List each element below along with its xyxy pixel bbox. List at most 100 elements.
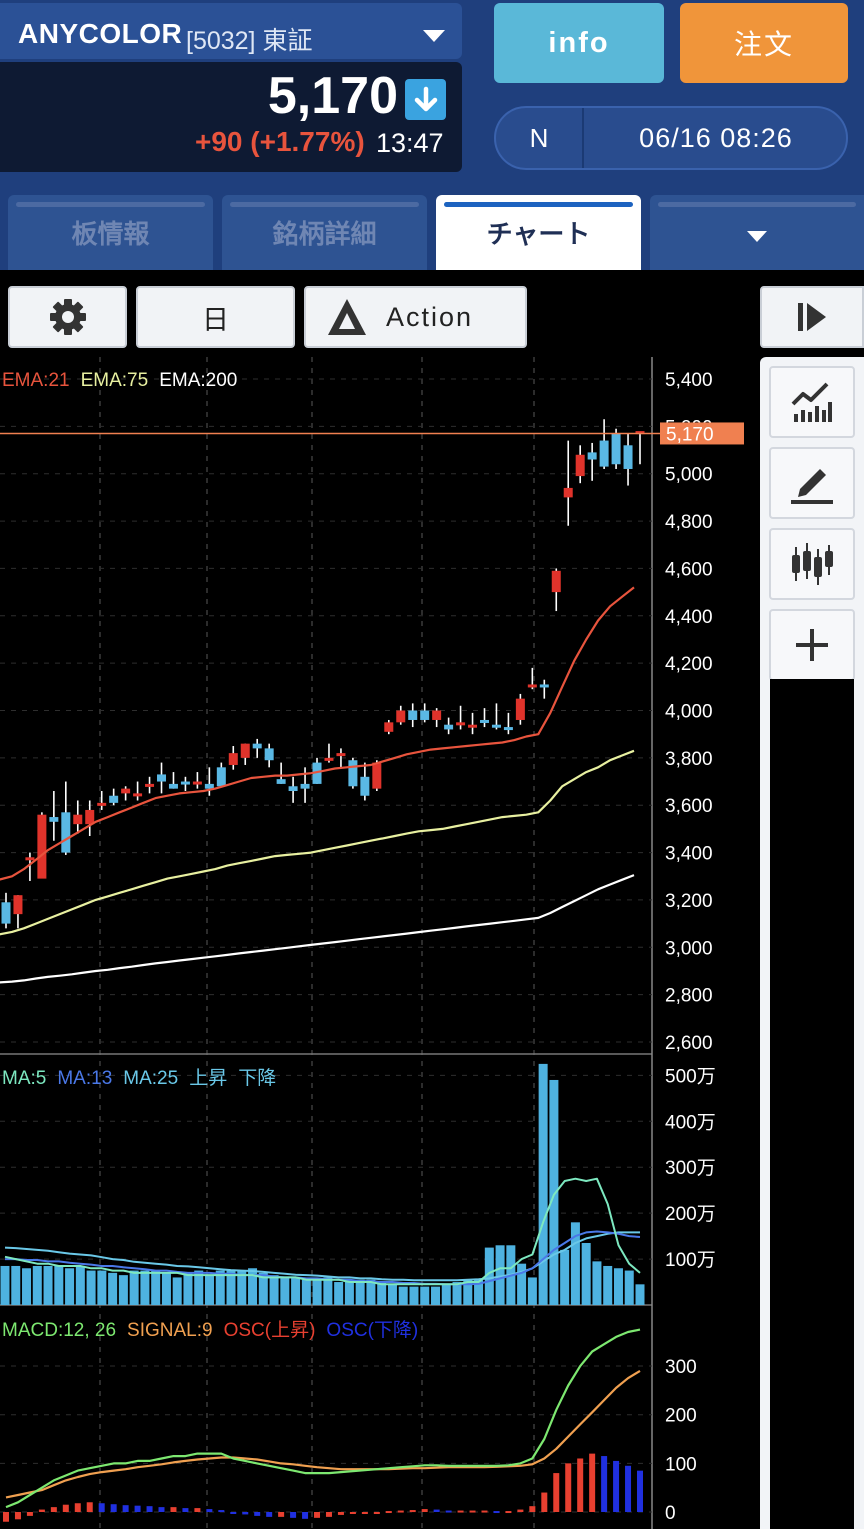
osc-bar	[325, 1512, 332, 1517]
osc-bar	[349, 1512, 356, 1514]
osc-bar	[266, 1512, 273, 1517]
osc-bar	[170, 1507, 177, 1512]
volume-bar	[452, 1282, 462, 1305]
volume-bar	[613, 1268, 623, 1305]
candle-body	[109, 795, 119, 803]
settings-button[interactable]	[8, 286, 127, 348]
price-panel: 5,170 +90 (+1.77%) 13:47	[0, 62, 462, 172]
volume-bar	[86, 1270, 96, 1305]
candle-body	[587, 452, 597, 460]
osc-bar	[361, 1512, 368, 1514]
order-button[interactable]: 注文	[680, 3, 848, 83]
osc-bar	[230, 1512, 237, 1514]
volume-bar	[344, 1279, 354, 1305]
macd-legend-item: OSC(下降)	[326, 1319, 418, 1341]
action-label: Action	[385, 301, 474, 332]
osc-bar	[26, 1512, 33, 1516]
macd-tick-label: 200	[665, 1406, 697, 1427]
volume-bar	[603, 1265, 613, 1305]
osc-bar	[529, 1506, 536, 1512]
indicator-button[interactable]	[769, 366, 855, 438]
chart-area[interactable]: 5,4005,2005,0004,8004,6004,4004,2004,000…	[0, 357, 760, 1529]
osc-bar	[110, 1504, 117, 1512]
step-forward-button[interactable]	[760, 286, 864, 348]
candle-body	[539, 684, 549, 688]
current-price: 5,170	[267, 67, 398, 125]
osc-bar	[158, 1507, 165, 1512]
volume-bar	[538, 1063, 548, 1305]
candle-body	[527, 684, 537, 688]
candle-body	[25, 857, 35, 861]
candle-body	[575, 454, 585, 477]
info-button[interactable]: info	[494, 3, 664, 83]
osc-bar	[613, 1460, 620, 1512]
volume-bar	[624, 1270, 634, 1305]
candle-body	[276, 779, 286, 784]
tab-more[interactable]	[650, 195, 864, 270]
volume-bar	[161, 1272, 171, 1305]
volume-legend-item: MA:13	[57, 1068, 112, 1089]
volume-bar	[484, 1247, 494, 1305]
volume-bar	[517, 1263, 527, 1305]
tab-chart[interactable]: チャート	[436, 195, 641, 270]
volume-bar	[248, 1268, 258, 1305]
price-tick-label: 3,600	[665, 796, 713, 817]
volume-bar	[527, 1277, 537, 1305]
osc-bar	[397, 1510, 404, 1513]
candle-body	[408, 710, 418, 720]
action-button[interactable]: Action	[304, 286, 527, 348]
tab-board[interactable]: 板情報	[8, 195, 213, 270]
chevron-down-icon	[747, 231, 767, 242]
line-chart-icon	[791, 382, 832, 422]
volume-bar	[355, 1279, 365, 1305]
volume-bar	[398, 1286, 408, 1305]
volume-bar	[581, 1243, 591, 1305]
price-time: 13:47	[376, 128, 444, 158]
chart-type-button[interactable]	[769, 528, 855, 600]
osc-bar	[98, 1503, 105, 1512]
volume-bar	[118, 1275, 128, 1305]
candle-body	[503, 727, 513, 731]
step-forward-icon	[798, 303, 826, 331]
period-button[interactable]: 日	[136, 286, 295, 348]
osc-bar	[3, 1512, 9, 1522]
candle-body	[37, 814, 47, 879]
ema75-line	[0, 749, 635, 936]
candle-body	[157, 774, 167, 782]
candle-body	[479, 719, 489, 723]
candle-body	[468, 724, 478, 728]
macd-tick-label: 100	[665, 1454, 697, 1475]
candle-body	[192, 781, 202, 785]
y-axis: 5,4005,2005,0004,8004,6004,4004,2004,000…	[660, 370, 744, 1524]
candle-body	[456, 722, 466, 726]
candle-body	[372, 762, 382, 789]
volume-bar	[474, 1279, 484, 1305]
osc-bar	[409, 1510, 416, 1513]
volume-bar	[140, 1270, 150, 1305]
price-tick-label: 3,400	[665, 844, 713, 865]
price-tick-label: 2,600	[665, 1033, 713, 1054]
draw-button[interactable]	[769, 447, 855, 519]
macd-chart	[3, 1328, 643, 1522]
volume-bar	[431, 1286, 441, 1305]
osc-bar	[589, 1453, 596, 1512]
chevron-down-icon[interactable]	[423, 30, 445, 42]
osc-bar	[182, 1508, 189, 1512]
chart-scroll-track[interactable]	[770, 679, 854, 1529]
osc-bar	[194, 1508, 201, 1512]
price-tick-label: 3,200	[665, 891, 713, 912]
osc-bar	[278, 1512, 285, 1517]
price-tick-label: 4,600	[665, 559, 713, 580]
volume-bar	[409, 1286, 419, 1305]
osc-bar	[302, 1512, 309, 1519]
price-change: +90 (+1.77%)	[195, 126, 365, 157]
tab-stock-detail[interactable]: 銘柄詳細	[222, 195, 427, 270]
add-button[interactable]	[769, 609, 855, 681]
volume-bar	[43, 1265, 53, 1305]
osc-bar	[122, 1505, 129, 1512]
osc-bar	[337, 1512, 344, 1515]
price-tick-label: 4,800	[665, 512, 713, 533]
stock-selector[interactable]: ANYCOLOR [5032] 東証	[0, 3, 462, 59]
session-selector[interactable]: N 06/16 08:26	[494, 106, 848, 170]
osc-bar	[433, 1509, 440, 1512]
